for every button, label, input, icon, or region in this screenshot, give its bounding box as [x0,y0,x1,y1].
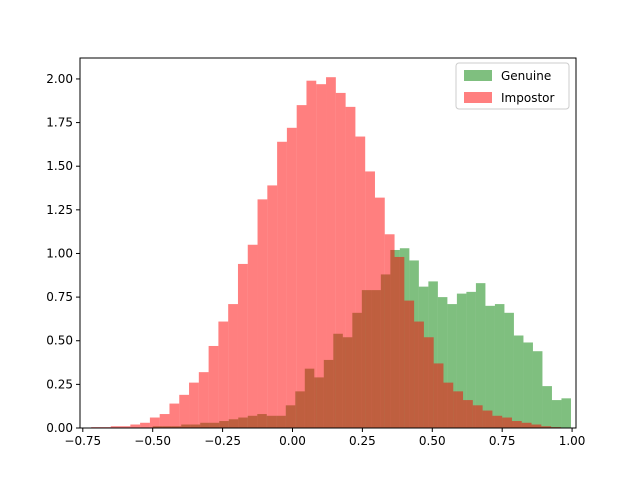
impostor-bar [267,185,278,428]
impostor-bar [228,304,238,428]
impostor-bar [296,105,307,429]
impostor-bar [404,300,415,428]
impostor-bar [149,417,160,428]
impostor-bar [492,415,503,428]
impostor-bar [394,256,405,428]
impostor-bar [531,424,542,428]
impostor-bar [374,197,385,428]
impostor-bar [502,417,512,428]
impostor-bar [257,199,268,428]
y-tick-label: 2.00 [46,72,73,86]
genuine-bar [504,312,514,428]
impostor-bar [384,234,395,428]
impostor-bar [208,345,219,428]
impostor-bar [541,426,552,428]
impostor-bar [335,92,346,428]
impostor-bar [443,382,454,428]
x-tick-label: 0.50 [419,434,446,448]
x-tick-label: 0.00 [279,434,306,448]
impostor-bar [218,321,229,428]
genuine-bar [513,335,524,428]
y-tick-label: 0.25 [46,377,73,391]
x-tick-label: −0.75 [64,434,101,448]
x-tick-label: 0.75 [489,434,516,448]
genuine-bar [447,304,457,428]
impostor-bar [277,141,287,428]
impostor-bar [521,422,532,428]
legend: Genuine Impostor [455,62,570,110]
impostor-bar [247,244,258,428]
genuine-bar [475,283,486,428]
impostor-bar [453,391,464,428]
impostor-bar [463,400,473,428]
y-tick-label: 0.00 [46,421,73,435]
impostor-bar [189,382,199,428]
plot-frame [79,57,577,429]
impostor-bar [237,263,248,428]
y-tick-label: 0.75 [46,290,73,304]
axes: −0.75 −0.50 −0.25 0.00 0.25 0.50 0.75 1.00 0.00 0… [46,57,586,448]
impostor-bar [355,136,366,429]
impostor-bar [482,410,493,428]
y-tick-label: 1.75 [46,116,73,130]
impostor-bar [179,394,190,428]
x-tick-label: −0.25 [204,434,241,448]
genuine-bar [494,304,505,428]
impostor-bar [198,372,209,428]
y-tick-label: 1.00 [46,246,73,260]
impostor-bar [169,403,180,428]
impostor-bars [91,77,561,429]
x-tick-label: −0.50 [134,434,171,448]
x-tick-label: 0.25 [349,434,376,448]
impostor-legend-swatch [464,92,492,103]
impostor-bar [345,106,356,429]
genuine-bar [485,305,495,428]
impostor-bar [433,363,444,428]
impostor-bar [306,80,317,428]
y-tick-label: 1.50 [46,159,73,173]
impostor-bar [472,405,483,428]
impostor-legend-label: Impostor [501,91,554,105]
genuine-bar [561,398,571,428]
impostor-bar [110,426,121,428]
y-tick-label: 0.50 [46,334,73,348]
genuine-bar [466,291,476,428]
impostor-bar [511,421,522,428]
y-tick-label: 1.25 [46,203,73,217]
impostor-bar [414,321,424,428]
genuine-bar [456,293,467,428]
genuine-legend-swatch [464,70,492,81]
impostor-bar [120,426,131,428]
genuine-bar [542,386,552,428]
genuine-bar [532,351,543,428]
genuine-bar [523,342,533,428]
impostor-bar [365,171,375,428]
genuine-legend-label: Genuine [501,69,551,83]
impostor-bar [316,84,327,429]
impostor-bar [326,77,336,428]
x-tick-label: 1.00 [559,434,586,448]
impostor-bar [130,424,141,428]
impostor-bar [159,414,170,428]
genuine-bar [437,297,448,428]
impostor-bar [286,127,297,428]
impostor-bar [423,337,434,428]
impostor-bar [140,422,150,428]
genuine-bar [551,400,562,428]
